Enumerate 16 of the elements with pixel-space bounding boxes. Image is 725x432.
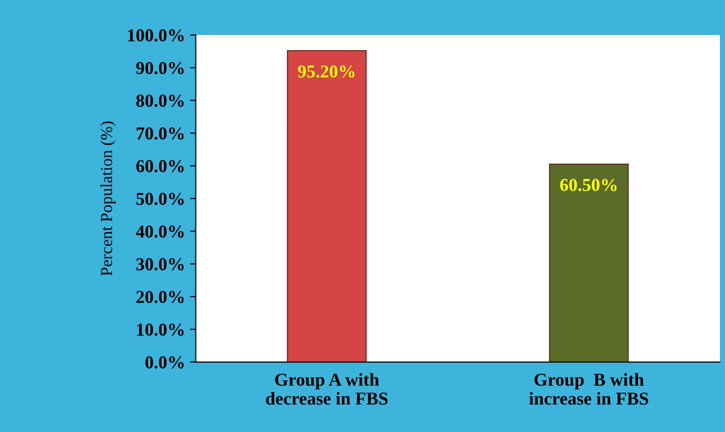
y-axis-title: Percent Population (%)	[100, 121, 116, 276]
x-tick-label: Group A with decrease in FBS	[266, 373, 388, 405]
y-tick-label: 50.0%	[136, 192, 184, 206]
data-label: 60.50%	[560, 178, 617, 192]
y-tick-label: 70.0%	[136, 127, 184, 140]
y-tick-label: 20.0%	[136, 290, 184, 304]
y-tick-label: 0.0%	[145, 356, 184, 369]
y-tick-label: 90.0%	[136, 62, 184, 74]
y-tick-label: 80.0%	[136, 94, 184, 107]
y-tick-label: 60.0%	[136, 160, 184, 172]
y-tick-label: 30.0%	[136, 258, 184, 270]
data-label: 95.20%	[298, 65, 354, 78]
x-tick-label: Group B with increase in FBS	[529, 373, 648, 405]
y-tick-label: 100.0%	[128, 29, 184, 42]
y-tick-label: 40.0%	[136, 225, 184, 238]
y-tick-label: 10.0%	[137, 324, 184, 336]
